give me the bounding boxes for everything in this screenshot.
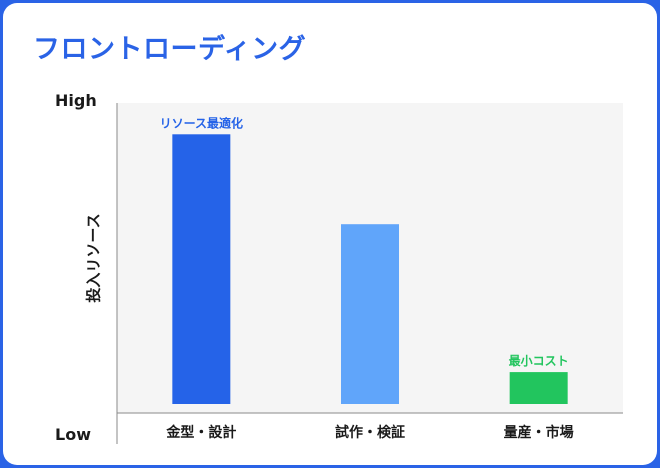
x-tick-label-3: 量産・市場 [504,424,574,441]
data-label-1: リソース最適化 [160,115,243,130]
x-tick-label-2: 試作・検証 [335,424,405,441]
bar-1 [172,134,231,405]
y-tick-high: High [55,91,97,110]
y-tick-low: Low [55,425,91,444]
bar-2 [341,224,399,404]
page-title: フロントローディング [33,34,307,65]
data-label-3: 最小コスト [509,353,569,368]
x-tick-label-1: 金型・設計 [165,424,236,441]
bar-3 [509,372,568,404]
